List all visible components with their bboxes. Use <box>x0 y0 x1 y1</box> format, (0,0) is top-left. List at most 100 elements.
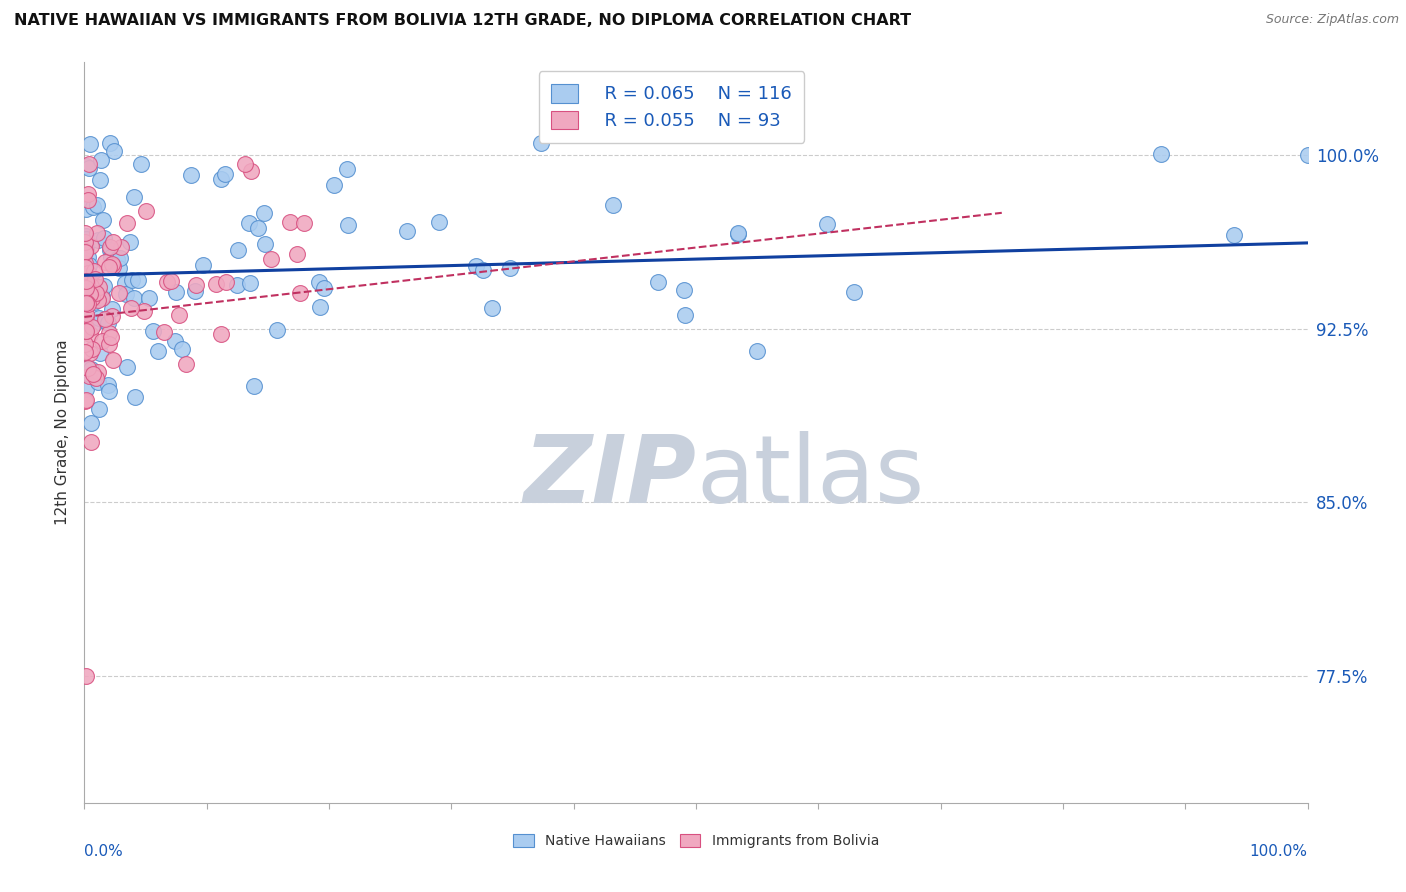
Point <box>215 275 238 289</box>
Point <box>142 324 165 338</box>
Point <box>87 233 110 247</box>
Point <box>75 268 97 283</box>
Point <box>94 312 117 326</box>
Point <box>209 171 232 186</box>
Point <box>97 378 120 392</box>
Point <box>135 204 157 219</box>
Point <box>205 277 228 291</box>
Point <box>91 292 114 306</box>
Point <box>76 297 98 311</box>
Point <box>75 309 97 323</box>
Point <box>647 275 669 289</box>
Point <box>312 281 335 295</box>
Point <box>89 346 111 360</box>
Point <box>114 287 136 301</box>
Point <box>124 291 146 305</box>
Point <box>84 286 107 301</box>
Point <box>174 357 197 371</box>
Point <box>75 362 97 376</box>
Point <box>79 362 101 376</box>
Point <box>124 391 146 405</box>
Point <box>118 235 141 249</box>
Point <box>80 238 103 252</box>
Point <box>91 334 114 348</box>
Point <box>80 294 103 309</box>
Point <box>165 334 187 348</box>
Point <box>246 221 269 235</box>
Point <box>79 136 101 151</box>
Point <box>184 284 207 298</box>
Point <box>98 260 121 274</box>
Point <box>80 291 103 305</box>
Point <box>80 417 103 431</box>
Point <box>93 231 115 245</box>
Point <box>75 295 97 310</box>
Point <box>336 162 359 177</box>
Point <box>1150 147 1173 161</box>
Point <box>103 353 125 368</box>
Point <box>94 255 117 269</box>
Point <box>292 216 315 230</box>
Point <box>91 289 114 303</box>
Point <box>252 205 274 219</box>
Point <box>82 367 104 381</box>
Point <box>75 279 97 293</box>
Point <box>84 271 107 285</box>
Point <box>160 274 183 288</box>
Point <box>77 251 100 265</box>
Point <box>87 365 110 379</box>
Point <box>253 236 276 251</box>
Point <box>464 259 486 273</box>
Point <box>602 198 624 212</box>
Point <box>83 263 105 277</box>
Point <box>131 157 153 171</box>
Point <box>103 144 125 158</box>
Point <box>79 435 101 450</box>
Point <box>77 367 100 381</box>
Point <box>115 360 138 375</box>
Point <box>238 216 260 230</box>
Point <box>75 393 97 408</box>
Point <box>75 324 97 338</box>
Point <box>107 285 129 300</box>
Y-axis label: 12th Grade, No Diploma: 12th Grade, No Diploma <box>55 340 70 525</box>
Point <box>79 157 101 171</box>
Point <box>98 136 121 151</box>
Point <box>86 226 108 240</box>
Point <box>727 227 749 241</box>
Point <box>100 250 122 264</box>
Point <box>115 216 138 230</box>
Point <box>121 273 143 287</box>
Point <box>97 326 120 340</box>
Point <box>84 370 107 384</box>
Point <box>499 260 522 275</box>
Point <box>308 275 330 289</box>
Point <box>79 271 101 285</box>
Point <box>673 283 696 297</box>
Point <box>73 256 96 270</box>
Point <box>75 229 97 244</box>
Point <box>396 224 419 238</box>
Point <box>75 275 97 289</box>
Point <box>101 301 124 316</box>
Point <box>73 269 96 284</box>
Point <box>82 288 104 302</box>
Point <box>91 213 114 227</box>
Point <box>77 161 100 176</box>
Point <box>82 200 104 214</box>
Legend: Native Hawaiians, Immigrants from Bolivia: Native Hawaiians, Immigrants from Bolivi… <box>506 827 886 855</box>
Point <box>73 345 96 359</box>
Point <box>75 285 97 300</box>
Point <box>83 295 105 310</box>
Point <box>82 343 104 357</box>
Point <box>75 307 97 321</box>
Point <box>77 286 100 301</box>
Text: NATIVE HAWAIIAN VS IMMIGRANTS FROM BOLIVIA 12TH GRADE, NO DIPLOMA CORRELATION CH: NATIVE HAWAIIAN VS IMMIGRANTS FROM BOLIV… <box>14 13 911 29</box>
Point <box>75 319 97 334</box>
Point <box>191 258 214 272</box>
Point <box>172 342 194 356</box>
Point <box>259 252 281 266</box>
Point <box>75 668 97 682</box>
Text: atlas: atlas <box>696 431 924 523</box>
Point <box>73 318 96 333</box>
